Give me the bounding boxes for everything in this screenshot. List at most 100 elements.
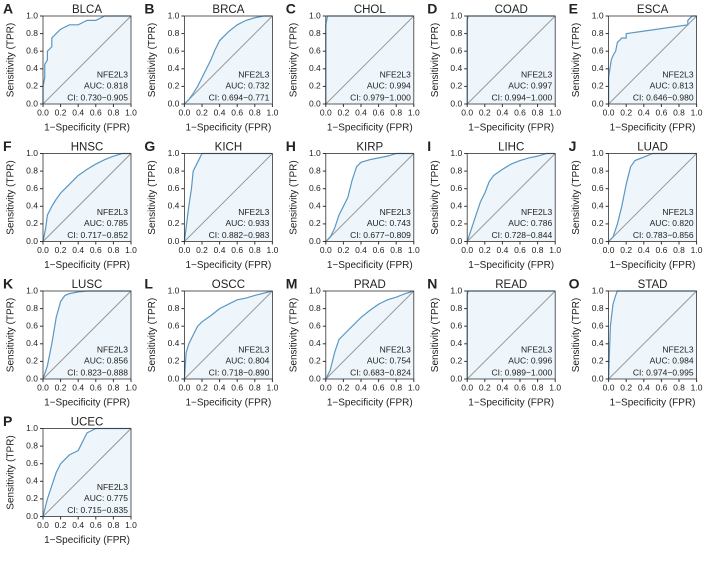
x-tick-label: 0.6 (90, 107, 102, 117)
x-tick-label: 1.0 (125, 520, 137, 530)
gene-label: NFE2L3 (380, 344, 411, 354)
x-tick-label: 1.0 (266, 382, 278, 392)
x-tick-label: 0.0 (320, 382, 332, 392)
panel-letter: L (144, 276, 153, 292)
auc-label: AUC: 0.785 (84, 218, 128, 228)
auc-label: AUC: 0.933 (225, 218, 269, 228)
y-tick-label: 0.6 (309, 45, 321, 55)
x-tick-label: 0.8 (532, 382, 544, 392)
x-axis-label: 1−Specificity (FPR) (610, 123, 696, 134)
gene-label: NFE2L3 (521, 344, 552, 354)
x-tick-label: 1.0 (408, 382, 420, 392)
y-tick-label: 0.8 (592, 28, 604, 38)
plot-frame (183, 290, 273, 380)
y-tick-label: 0.8 (592, 165, 604, 175)
y-axis-label: Sensitivity (TPR) (430, 298, 441, 372)
y-tick-label: 0.6 (26, 458, 38, 468)
gene-label: NFE2L3 (521, 207, 552, 217)
x-tick-label: 0.0 (320, 107, 332, 117)
y-tick-label: 0.4 (168, 338, 180, 348)
y-axis-label: Sensitivity (TPR) (571, 298, 582, 372)
x-tick-label: 0.0 (461, 382, 473, 392)
y-axis-label: Sensitivity (TPR) (147, 23, 158, 97)
panel-letter: M (286, 276, 298, 292)
x-tick-label: 0.6 (373, 382, 385, 392)
plot-frame (42, 15, 132, 105)
x-axis-label: 1−Specificity (FPR) (327, 123, 413, 134)
x-tick-label: 0.6 (655, 382, 667, 392)
gene-label: NFE2L3 (521, 69, 552, 79)
auc-label: AUC: 0.754 (367, 355, 411, 365)
panel-letter: F (3, 138, 12, 154)
x-axis-label: 1−Specificity (FPR) (327, 260, 413, 271)
y-tick-label: 1.0 (168, 285, 180, 295)
y-tick-label: 0.6 (592, 320, 604, 330)
ci-label: CI: 0.979−1.000 (350, 92, 411, 102)
y-tick-label: 0.2 (592, 81, 604, 91)
x-tick-label: 1.0 (125, 107, 137, 117)
reference-diagonal (466, 153, 556, 242)
y-tick-label: 0.0 (26, 511, 38, 521)
x-tick-label: 0.8 (249, 382, 261, 392)
y-tick-label: 0.2 (592, 218, 604, 228)
ci-label: CI: 0.783−0.856 (633, 230, 694, 240)
reference-diagonal (42, 428, 132, 517)
x-axis-label: 1−Specificity (FPR) (44, 535, 130, 546)
x-tick-label: 0.4 (72, 382, 84, 392)
x-tick-label: 0.8 (673, 107, 685, 117)
y-tick-label: 0.6 (26, 45, 38, 55)
x-tick-label: 0.4 (355, 245, 367, 255)
plot-frame (42, 153, 132, 242)
x-tick-label: 1.0 (691, 107, 703, 117)
y-tick-label: 0.4 (26, 338, 38, 348)
y-tick-label: 1.0 (309, 10, 321, 20)
y-tick-label: 0.4 (26, 201, 38, 211)
reference-diagonal (184, 153, 273, 242)
y-tick-label: 0.0 (26, 98, 38, 108)
y-tick-label: 1.0 (309, 148, 321, 158)
x-tick-label: 0.4 (72, 245, 84, 255)
x-tick-label: 0.4 (214, 245, 226, 255)
x-tick-label: 0.0 (37, 245, 49, 255)
y-tick-label: 0.0 (450, 98, 462, 108)
x-tick-label: 0.2 (55, 107, 67, 117)
y-tick-label: 0.8 (26, 440, 38, 450)
ci-label: CI: 0.994−1.000 (491, 92, 552, 102)
y-tick-label: 0.6 (309, 183, 321, 193)
y-tick-label: 0.2 (26, 356, 38, 366)
x-axis-label: 1−Specificity (FPR) (185, 123, 271, 134)
y-tick-label: 0.8 (26, 303, 38, 313)
roc-curve (608, 15, 697, 104)
x-tick-label: 0.4 (638, 382, 650, 392)
ci-label: CI: 0.718−0.890 (209, 367, 270, 377)
gene-label: NFE2L3 (380, 207, 411, 217)
y-tick-label: 0.2 (309, 218, 321, 228)
y-tick-label: 0.8 (450, 303, 462, 313)
chart-title: LUAD (637, 142, 668, 154)
y-tick-label: 0.4 (450, 63, 462, 73)
y-tick-label: 1.0 (450, 285, 462, 295)
auc-label: AUC: 0.786 (508, 218, 552, 228)
x-tick-label: 1.0 (408, 107, 420, 117)
auc-label: AUC: 0.994 (367, 80, 411, 90)
x-tick-label: 0.2 (196, 245, 208, 255)
panel-letter: C (286, 1, 296, 17)
x-axis-label: 1−Specificity (FPR) (185, 260, 271, 271)
y-tick-label: 0.2 (26, 218, 38, 228)
y-tick-label: 0.0 (168, 98, 180, 108)
reference-diagonal (42, 290, 132, 380)
panel-letter: K (3, 276, 13, 292)
y-tick-label: 0.6 (450, 183, 462, 193)
y-axis-label: Sensitivity (TPR) (6, 160, 17, 234)
x-tick-label: 0.2 (196, 107, 208, 117)
y-tick-label: 0.8 (168, 28, 180, 38)
x-tick-label: 0.0 (178, 245, 190, 255)
y-tick-label: 1.0 (450, 148, 462, 158)
y-axis-label: Sensitivity (TPR) (147, 160, 158, 234)
x-tick-label: 1.0 (549, 382, 561, 392)
panel-letter: G (144, 138, 155, 154)
y-tick-label: 0.4 (309, 338, 321, 348)
x-tick-label: 0.6 (514, 245, 526, 255)
panel-letter: I (427, 138, 431, 154)
